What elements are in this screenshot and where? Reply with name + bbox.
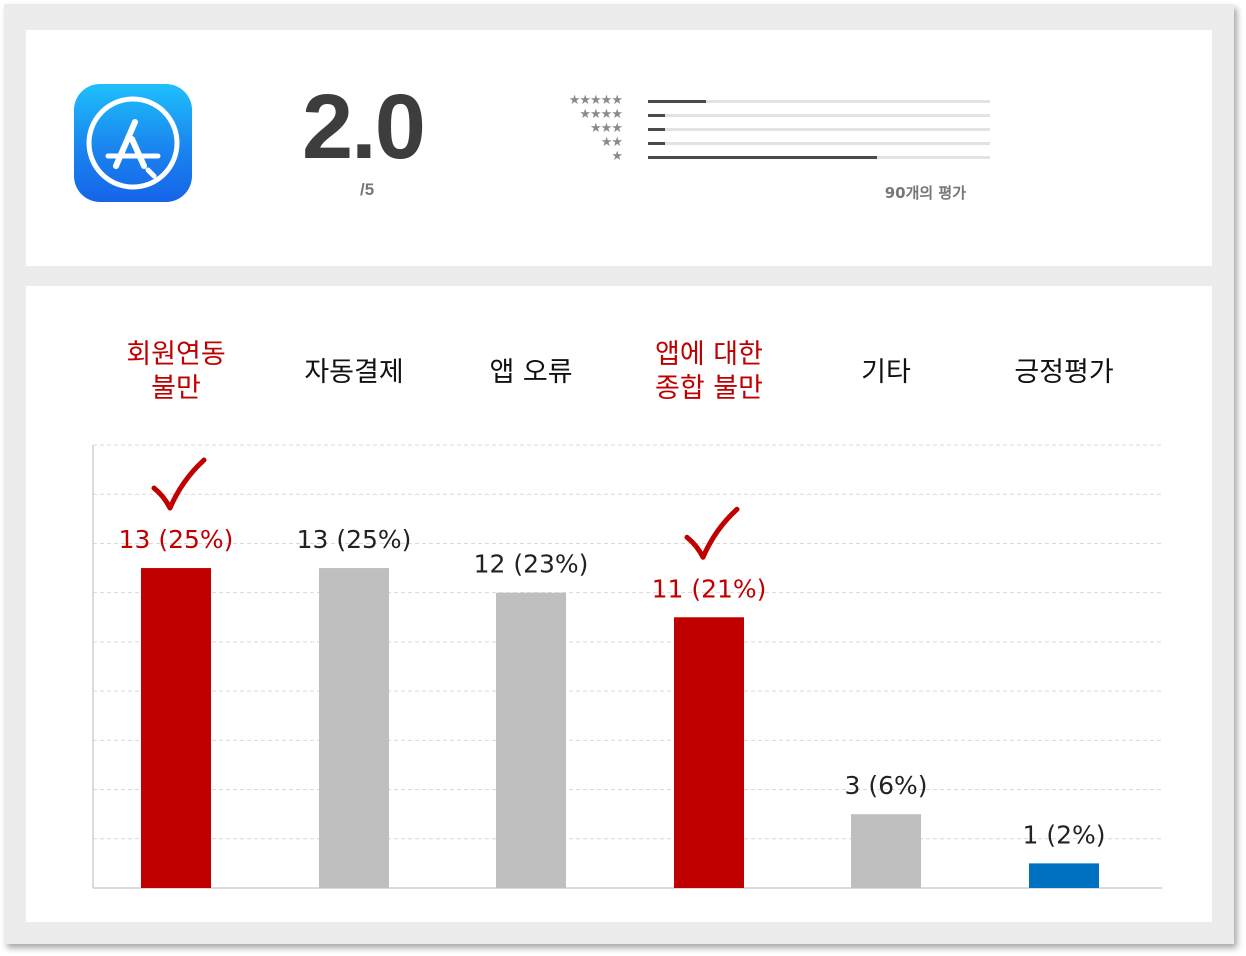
frame: 2.0 /5 ★★★★★ ★★★★ ★★★ ★★ ★ 90개의 평가 회원연동 불만 자동결… [4, 4, 1234, 944]
category-label-2: 앱 오류 [489, 357, 573, 388]
star-bar-track [648, 128, 990, 131]
app-store-icon [74, 84, 192, 202]
star-bar-track [648, 114, 990, 117]
category-label-4: 기타 [861, 357, 911, 388]
star-icon: ★★★ [590, 121, 623, 136]
data-label-0: 13 (25%) [119, 525, 234, 554]
rating-count: 90개의 평가 [884, 184, 966, 202]
chart-panel: 회원연동 불만 자동결제 앱 오류 앱에 대한 종합 불만 기타 긍정평가 13 (25%) 1… [26, 286, 1212, 922]
star-icon: ★★ [600, 135, 623, 150]
bar-chart: 13 (25%) 13 (25%) 12 (23%) 11 (21%) 3 (6%) 1 … [92, 444, 1162, 889]
star-distribution: ★★★★★ ★★★★ ★★★ ★★ ★ [526, 93, 990, 174]
bar-5 [1029, 863, 1099, 888]
bar-1 [319, 568, 389, 888]
checkmark-icon [684, 506, 740, 560]
star-icon: ★ [611, 149, 623, 164]
star-bar-fill [648, 156, 878, 159]
star-row: ★★★ [526, 121, 990, 136]
star-icon: ★★★★ [579, 107, 623, 122]
category-label-5: 긍정평가 [1014, 357, 1114, 388]
bar-0 [141, 568, 211, 888]
bar-3 [674, 617, 744, 888]
star-bar-track [648, 100, 990, 103]
category-label-1: 자동결제 [304, 357, 404, 388]
star-bar-fill [648, 142, 666, 145]
star-row: ★★★★★ [526, 93, 990, 108]
star-bar-track [648, 156, 990, 159]
data-label-4: 3 (6%) [844, 771, 927, 800]
data-label-1: 13 (25%) [297, 525, 412, 554]
star-icon: ★★★★★ [568, 93, 623, 108]
star-bar-track [648, 142, 990, 145]
data-label-3: 11 (21%) [652, 574, 767, 603]
star-bar-fill [648, 128, 666, 131]
star-bar-fill [648, 114, 666, 117]
star-row: ★ [526, 149, 990, 164]
data-label-2: 12 (23%) [474, 550, 589, 579]
star-row: ★★ [526, 135, 990, 150]
bar-2 [496, 592, 566, 888]
category-label-0: 회원연동 불만 [126, 339, 226, 404]
bar-4 [851, 814, 921, 888]
rating-scale: /5 [360, 180, 375, 199]
category-label-3: 앱에 대한 종합 불만 [655, 339, 763, 404]
average-rating: 2.0 [302, 76, 426, 178]
checkmark-icon [151, 457, 207, 511]
star-bar-fill [648, 100, 707, 103]
data-label-5: 1 (2%) [1022, 820, 1105, 849]
rating-summary-panel: 2.0 /5 ★★★★★ ★★★★ ★★★ ★★ ★ 90개의 평가 [26, 30, 1212, 266]
star-row: ★★★★ [526, 107, 990, 122]
